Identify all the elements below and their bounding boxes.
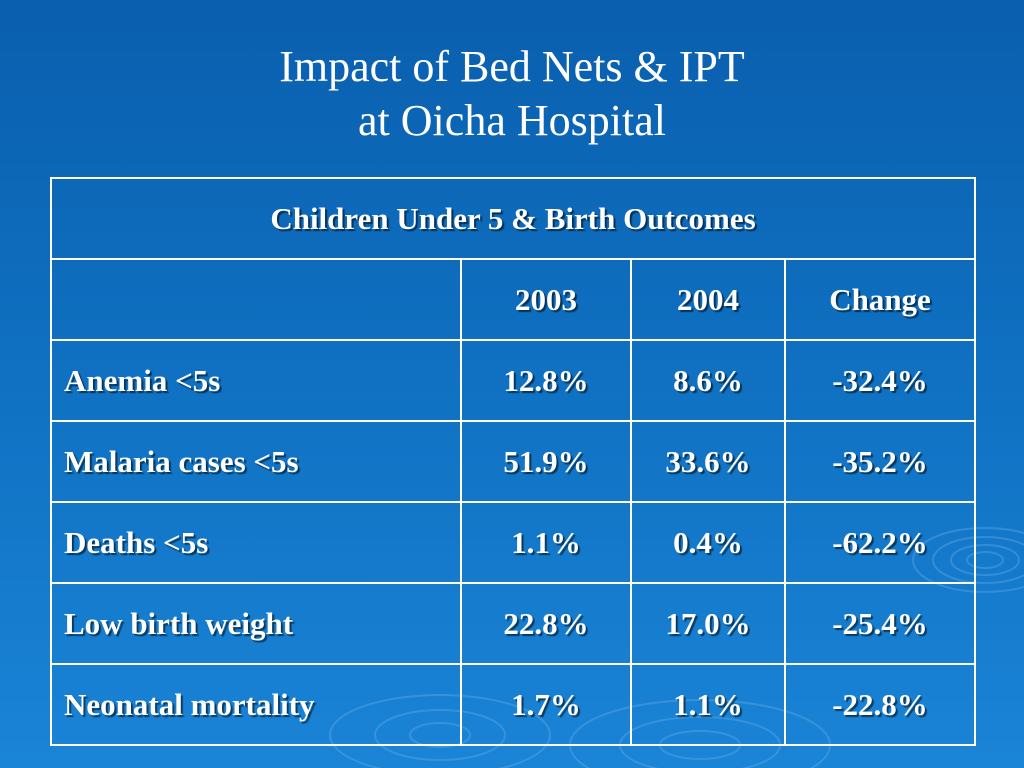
table-row: Neonatal mortality 1.7% 1.1% -22.8%: [50, 663, 977, 746]
table-caption-row: Children Under 5 & Birth Outcomes: [49, 177, 977, 260]
column-header-change: Change: [783, 258, 977, 341]
table-row: Anemia <5s 12.8% 8.6% -32.4%: [50, 339, 977, 422]
row-label: Neonatal mortality: [50, 663, 462, 746]
row-label: Malaria cases <5s: [50, 420, 462, 503]
value-2004: 0.4%: [630, 501, 786, 584]
value-2003: 1.7%: [460, 663, 632, 746]
table-header-row: 2003 2004 Change: [50, 258, 977, 341]
slide-title-line-2: at Oicha Hospital: [358, 96, 666, 145]
column-header-empty: [50, 258, 462, 341]
row-label: Deaths <5s: [50, 501, 462, 584]
table-row: Low birth weight 22.8% 17.0% -25.4%: [50, 582, 977, 665]
row-label: Low birth weight: [50, 582, 462, 665]
value-2003: 12.8%: [460, 339, 632, 422]
value-change: -22.8%: [783, 663, 977, 746]
slide-title-line-1: Impact of Bed Nets & IPT: [279, 42, 745, 91]
value-2004: 33.6%: [630, 420, 786, 503]
slide-title: Impact of Bed Nets & IPT at Oicha Hospit…: [0, 40, 1024, 148]
table-row: Malaria cases <5s 51.9% 33.6% -35.2%: [50, 420, 977, 503]
value-change: -35.2%: [783, 420, 977, 503]
value-2003: 1.1%: [460, 501, 632, 584]
value-change: -32.4%: [783, 339, 977, 422]
table-caption: Children Under 5 & Birth Outcomes: [49, 177, 977, 260]
column-header-2004: 2004: [630, 258, 786, 341]
column-header-2003: 2003: [460, 258, 632, 341]
value-2004: 8.6%: [630, 339, 786, 422]
table-row: Deaths <5s 1.1% 0.4% -62.2%: [50, 501, 977, 584]
value-change: -25.4%: [783, 582, 977, 665]
value-2004: 17.0%: [630, 582, 786, 665]
outcomes-table: Children Under 5 & Birth Outcomes 2003 2…: [49, 177, 977, 746]
value-2003: 51.9%: [460, 420, 632, 503]
row-label: Anemia <5s: [50, 339, 462, 422]
value-change: -62.2%: [783, 501, 977, 584]
value-2004: 1.1%: [630, 663, 786, 746]
value-2003: 22.8%: [460, 582, 632, 665]
